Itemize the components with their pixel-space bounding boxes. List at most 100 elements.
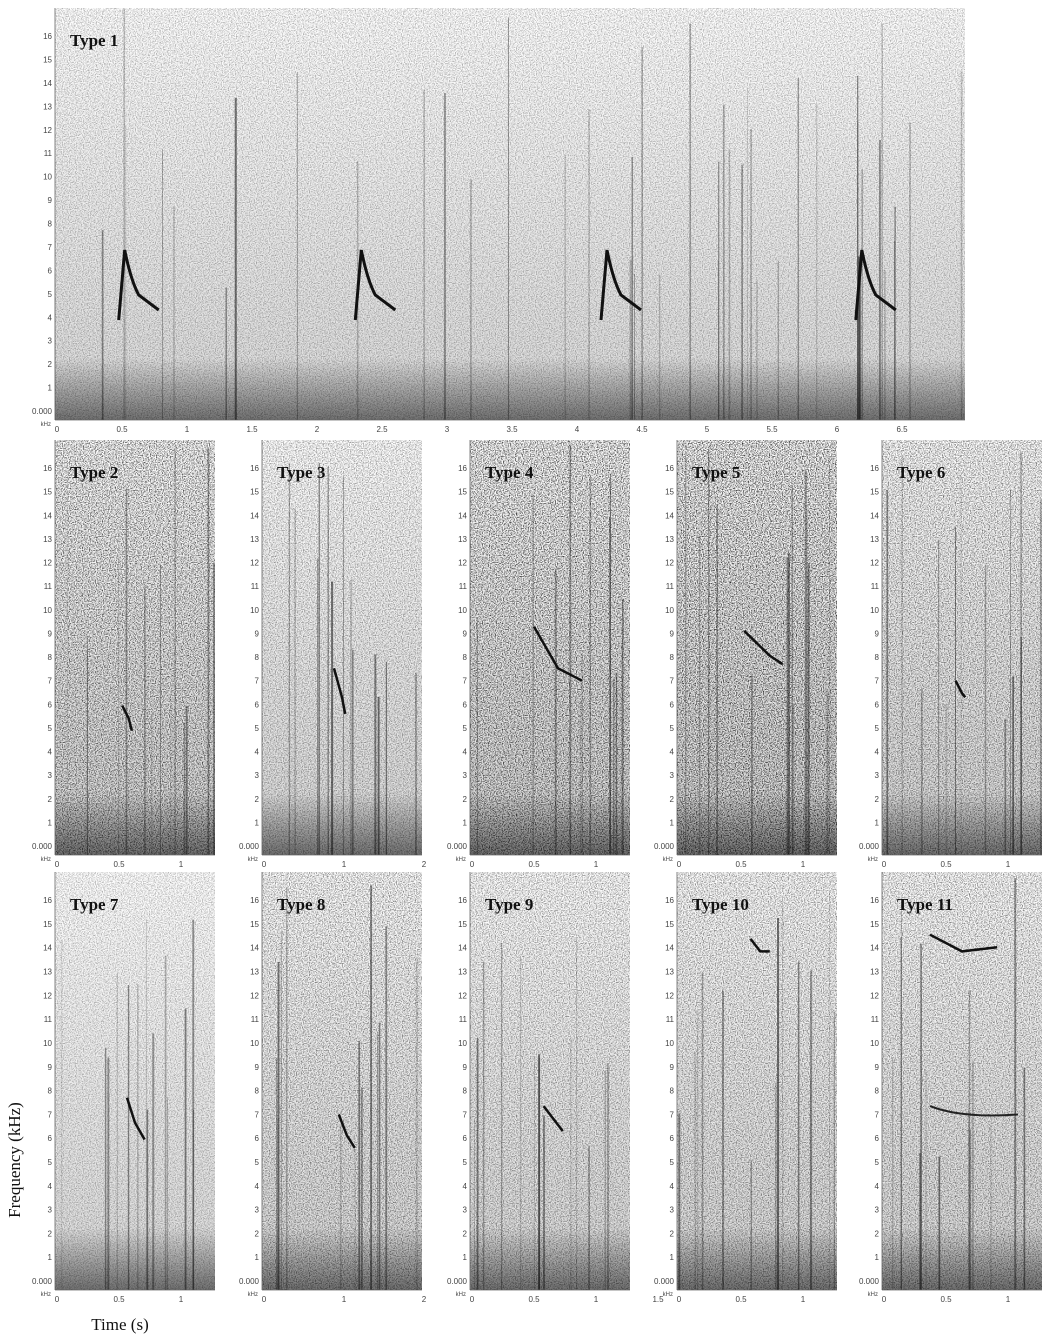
y-tick-label: 14 [250, 944, 259, 953]
y-tick-label: 6 [48, 1134, 53, 1143]
y-tick-label: 0.000 [654, 842, 675, 851]
y-tick-label: 2 [48, 795, 53, 804]
y-tick-label: 8 [255, 1087, 260, 1096]
call-contour [854, 249, 897, 321]
low-noise [262, 872, 422, 1290]
panel-label: Type 11 [897, 895, 953, 914]
y-tick-label: 14 [43, 511, 52, 520]
y-tick-label: 12 [43, 559, 52, 568]
x-tick-label: 6 [835, 425, 840, 434]
y-tick-label: 3 [255, 771, 260, 780]
y-tick-label: 13 [250, 535, 259, 544]
y-tick-label: 11 [459, 1015, 468, 1024]
panel-label: Type 7 [70, 895, 119, 914]
y-tick-label: 7 [48, 243, 53, 252]
y-tick-label: 1 [48, 1253, 53, 1262]
call-contour [929, 933, 998, 953]
y-tick-label: 11 [871, 1015, 880, 1024]
call-contour [599, 249, 642, 321]
unit-label: kHz [41, 857, 51, 863]
y-tick-label: 6 [875, 1134, 880, 1143]
call-contour [121, 705, 134, 731]
y-tick-label: 2 [48, 1229, 53, 1238]
low-noise [470, 440, 630, 855]
y-tick-label: 8 [463, 653, 468, 662]
y-tick-label: 15 [665, 488, 674, 497]
y-tick-label: 2 [875, 1229, 880, 1238]
y-tick-label: 14 [665, 944, 674, 953]
low-noise [470, 872, 630, 1290]
y-tick-label: 3 [670, 1206, 675, 1215]
y-tick-label: 10 [870, 1039, 879, 1048]
call-contour [337, 1113, 356, 1149]
y-tick-label: 12 [250, 991, 259, 1000]
y-tick-label: 16 [43, 32, 52, 41]
x-tick-label: 3 [445, 425, 450, 434]
y-tick-label: 5 [48, 1158, 53, 1167]
y-tick-label: 12 [250, 559, 259, 568]
y-tick-label: 9 [670, 629, 675, 638]
y-tick-label: 7 [875, 677, 880, 686]
unit-label: kHz [41, 422, 51, 428]
x-tick-label: 3.5 [506, 425, 518, 434]
y-tick-label: 16 [43, 464, 52, 473]
y-tick-label: 9 [48, 629, 53, 638]
y-tick-label: 11 [44, 1015, 53, 1024]
y-tick-label: 4 [670, 748, 675, 757]
y-tick-label: 14 [43, 944, 52, 953]
y-tick-label: 3 [48, 771, 53, 780]
panel-label: Type 3 [277, 463, 325, 482]
x-tick-label: 1 [179, 860, 184, 869]
y-tick-label: 9 [463, 1063, 468, 1072]
x-tick-label: 0.5 [940, 1295, 952, 1304]
y-tick-label: 10 [665, 1039, 674, 1048]
low-noise [55, 440, 215, 855]
y-tick-label: 3 [463, 771, 468, 780]
y-tick-label: 14 [665, 511, 674, 520]
y-tick-label: 15 [870, 488, 879, 497]
y-tick-label: 10 [43, 1039, 52, 1048]
unit-label: kHz [663, 857, 673, 863]
y-tick-label: 0.000 [447, 842, 468, 851]
unit-label: kHz [456, 857, 466, 863]
y-tick-label: 5 [463, 724, 468, 733]
y-tick-label: 6 [255, 700, 260, 709]
y-tick-label: 4 [463, 1182, 468, 1191]
y-tick-label: 15 [665, 920, 674, 929]
y-tick-label: 8 [875, 1087, 880, 1096]
call-contour [749, 938, 770, 953]
low-noise [262, 440, 422, 855]
y-tick-label: 0.000 [859, 1277, 880, 1286]
x-tick-label: 1 [342, 1295, 347, 1304]
unit-label: kHz [868, 857, 878, 863]
panel-label: Type 5 [692, 463, 740, 482]
x-tick-label: 2 [422, 1295, 427, 1304]
y-tick-label: 4 [48, 748, 53, 757]
y-tick-label: 5 [48, 724, 53, 733]
low-noise [677, 872, 837, 1290]
x-tick-label: 5.5 [766, 425, 778, 434]
y-tick-label: 5 [670, 1158, 675, 1167]
y-tick-label: 10 [870, 606, 879, 615]
y-tick-label: 3 [48, 337, 53, 346]
y-tick-label: 16 [665, 464, 674, 473]
x-tick-label: 0 [882, 860, 887, 869]
y-tick-label: 7 [463, 1110, 468, 1119]
y-tick-label: 15 [43, 920, 52, 929]
y-tick-label: 11 [666, 1015, 675, 1024]
x-tick-label: 0.5 [940, 860, 952, 869]
y-tick-label: 6 [463, 1134, 468, 1143]
y-axis-label: Frequency (kHz) [5, 1102, 24, 1218]
low-noise [677, 440, 837, 855]
y-tick-label: 16 [250, 464, 259, 473]
y-tick-label: 0.000 [32, 1277, 53, 1286]
x-tick-label: 1 [594, 860, 599, 869]
y-tick-label: 1 [875, 818, 880, 827]
y-tick-label: 1 [48, 818, 53, 827]
panel-label: Type 4 [485, 463, 534, 482]
y-tick-label: 4 [255, 1182, 260, 1191]
